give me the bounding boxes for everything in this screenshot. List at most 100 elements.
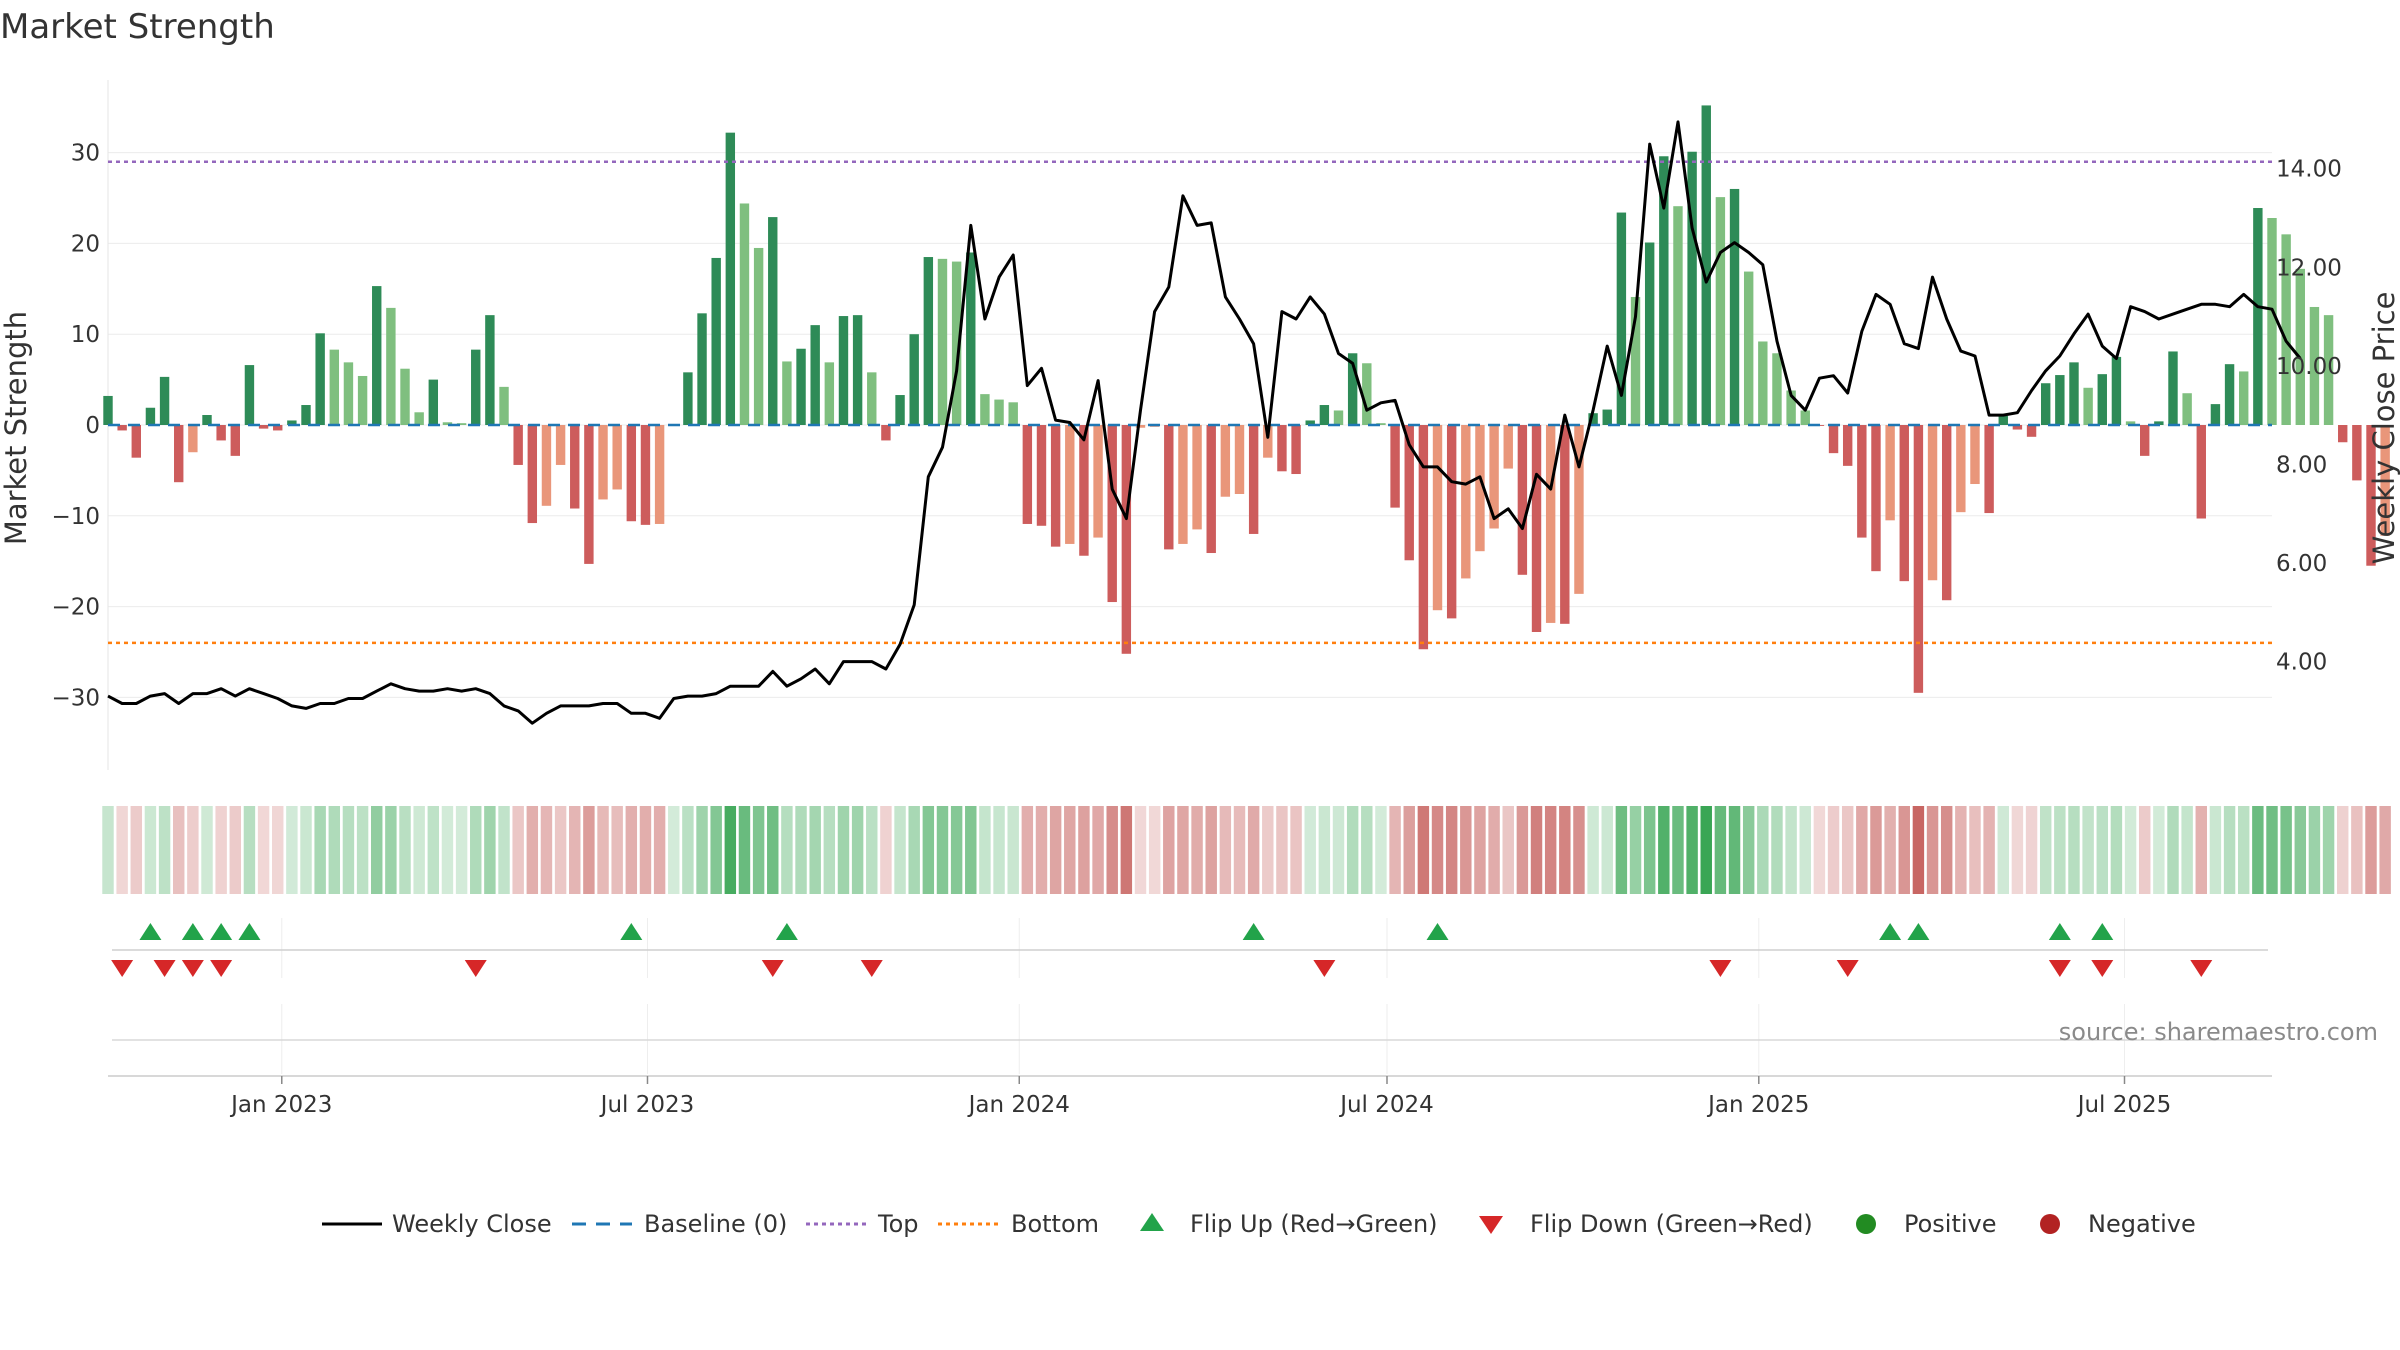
strength-bar [626, 425, 637, 522]
strength-bar [258, 425, 269, 429]
strength-bar [1630, 296, 1641, 425]
heat-cell [922, 806, 935, 894]
heat-cell [1417, 806, 1430, 894]
strength-bar [1333, 410, 1344, 425]
heat-cell [809, 806, 821, 894]
strength-bar [1121, 425, 1132, 654]
strength-bar [1248, 425, 1259, 534]
heat-cell [257, 806, 270, 894]
heat-cell [2153, 806, 2165, 894]
heat-cell [300, 806, 312, 894]
heat-cell [1233, 806, 1246, 894]
strength-bar [485, 315, 495, 425]
strength-bar [188, 425, 198, 453]
heat-cell [866, 806, 878, 894]
heat-cell [1969, 806, 1981, 894]
legend-label: Negative [2088, 1210, 2196, 1238]
strength-bar [1970, 425, 1980, 485]
heat-cell [668, 806, 680, 894]
heat-cell [611, 806, 623, 894]
heat-cell [102, 806, 114, 894]
heat-cell [2294, 806, 2307, 894]
strength-bar [937, 258, 948, 425]
strength-bar [2182, 393, 2192, 425]
legend: Weekly Close Baseline (0) Top Bottom Flip Up… [322, 1210, 2196, 1238]
heat-cell [979, 806, 991, 894]
heat-cell [116, 806, 128, 894]
heat-cell [597, 806, 609, 894]
strength-bar [1786, 390, 1796, 425]
heat-cell [908, 806, 920, 894]
strength-bar [1036, 425, 1047, 526]
flip-down-marker [210, 960, 233, 977]
heat-cell [484, 806, 496, 894]
source-note: source: sharemaestro.com [2059, 1018, 2378, 1046]
strength-bar [2281, 234, 2291, 425]
strength-bar [852, 315, 863, 425]
heat-cell [2124, 806, 2137, 894]
heat-cell [1912, 806, 1925, 894]
heat-cell [1884, 806, 1896, 894]
heat-cell [2322, 806, 2335, 894]
strength-bar [2239, 371, 2249, 425]
heat-cell [172, 806, 185, 894]
heat-cell [2351, 806, 2363, 894]
strength-bar [1715, 197, 1726, 425]
strength-bar [287, 420, 297, 425]
strength-bar [216, 425, 226, 441]
legend-item: Flip Up (Red→Green) [1140, 1210, 1438, 1238]
strength-bar [2040, 383, 2051, 425]
y-tick-label: −10 [51, 504, 100, 530]
heat-cell [2025, 806, 2038, 894]
strength-bar [1050, 425, 1061, 547]
heat-cell [1643, 806, 1656, 894]
heat-cell [1813, 806, 1826, 894]
strength-bar [1008, 402, 1018, 425]
strength-bar [1956, 425, 1966, 513]
heat-cell [1460, 806, 1472, 894]
strength-bar [471, 349, 481, 425]
heat-cell [569, 806, 581, 894]
heat-cell [1120, 806, 1133, 894]
strength-bar [598, 425, 608, 500]
strength-bar [782, 361, 792, 425]
strength-bar [1178, 425, 1188, 544]
strength-bar [951, 261, 962, 425]
strength-heat-strip [102, 806, 2391, 894]
strength-bar [1079, 425, 1089, 556]
strength-bar [2253, 208, 2263, 425]
heat-cell [1728, 806, 1741, 894]
heat-cell [738, 806, 751, 894]
heat-cell [880, 806, 892, 894]
heat-cell [965, 806, 977, 894]
heat-cell [1742, 806, 1755, 894]
strength-bar [1362, 363, 1372, 425]
heat-cell [1488, 806, 1500, 894]
strength-bar [1828, 425, 1839, 454]
y2-tick-label: 10.00 [2276, 354, 2342, 380]
strength-bar [966, 252, 976, 425]
strength-bar [725, 132, 736, 425]
strength-bar [1263, 425, 1273, 458]
heat-cell [371, 806, 383, 894]
strength-bar [1347, 353, 1358, 425]
strength-bar [1857, 425, 1867, 538]
strength-bar [980, 394, 990, 425]
flip-markers-panel [111, 918, 2268, 978]
flip-up-marker [620, 923, 643, 940]
heat-cell [2252, 806, 2264, 894]
heat-cell [2336, 806, 2349, 894]
strength-bar [2224, 364, 2235, 425]
heat-cell [272, 806, 284, 894]
y2-tick-label: 6.00 [2276, 551, 2327, 577]
strength-bar [824, 362, 835, 425]
heat-cell [1757, 806, 1769, 894]
heat-cell [1516, 806, 1529, 894]
strength-bar [1305, 420, 1315, 425]
heat-cell [1983, 806, 1995, 894]
strength-bar [414, 412, 424, 425]
strength-bar [1998, 415, 2008, 425]
heat-cell [356, 806, 369, 894]
strength-bar [2323, 315, 2334, 425]
strength-bar [1376, 423, 1386, 425]
